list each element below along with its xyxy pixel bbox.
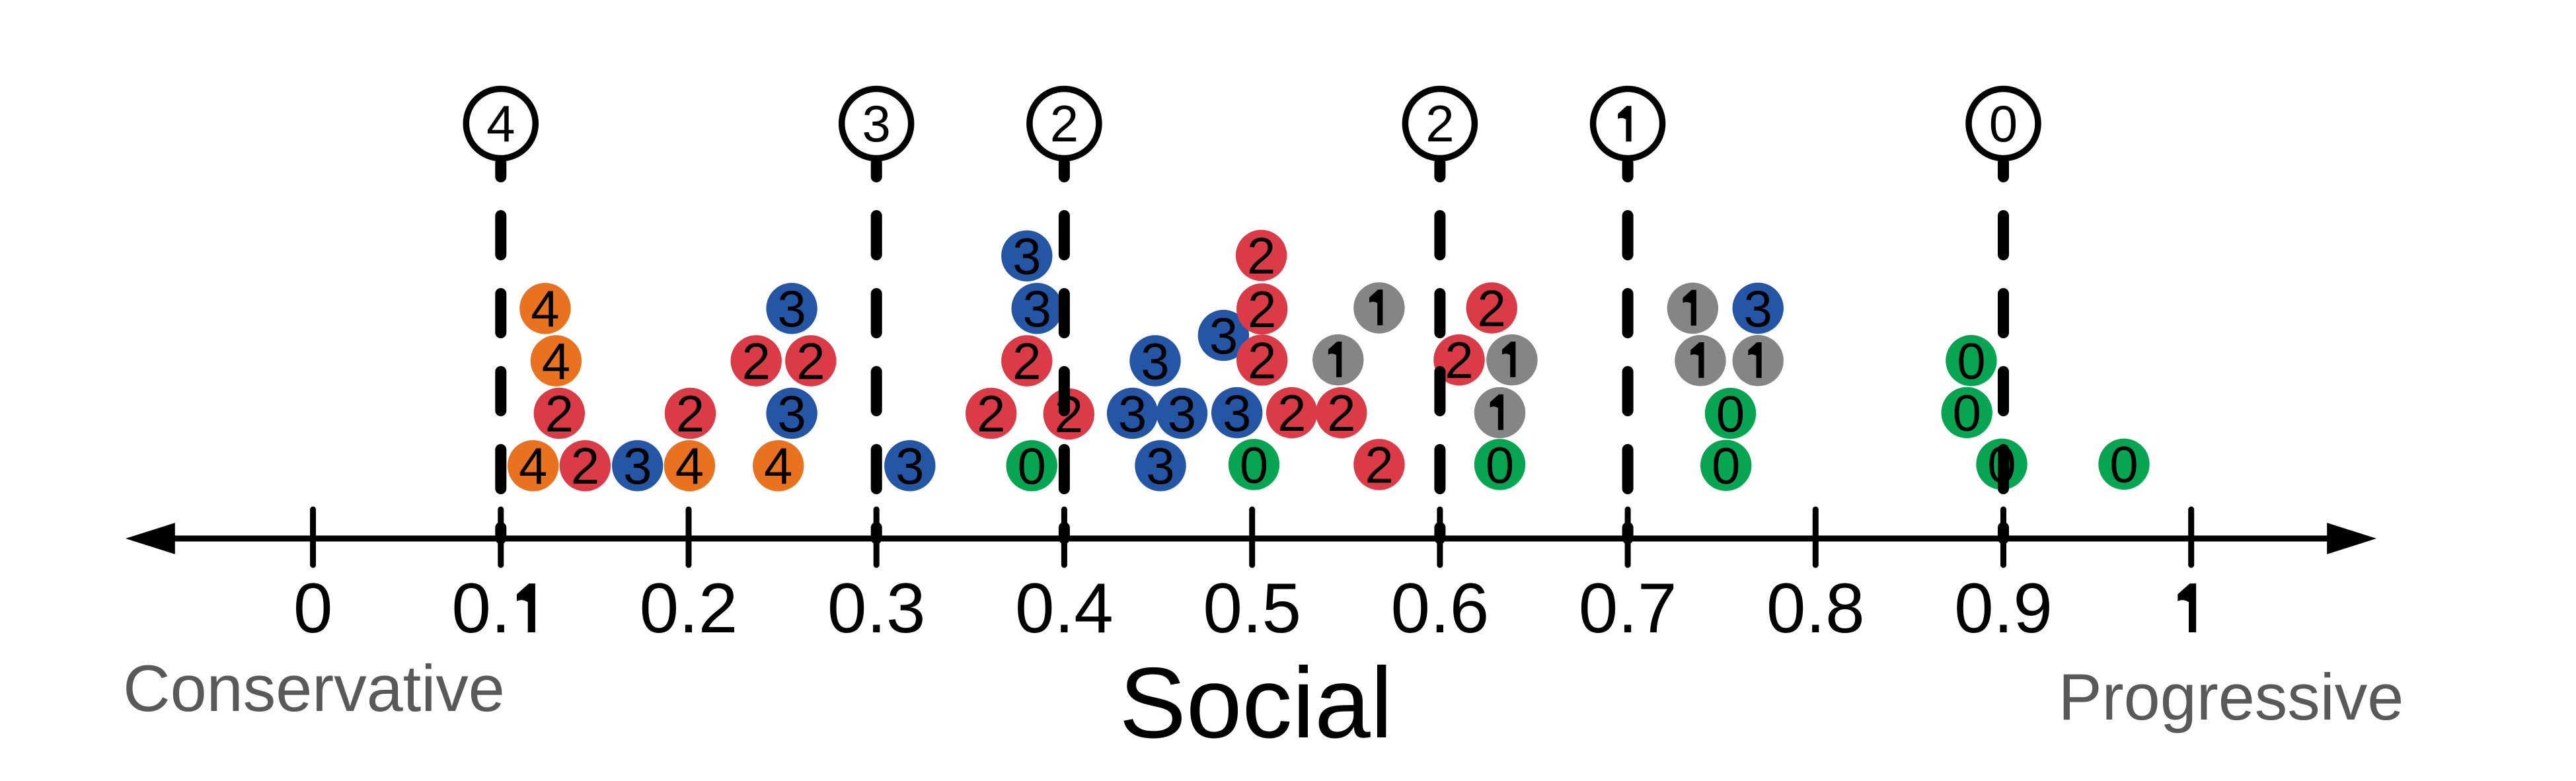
svg-text:3: 3 <box>1223 384 1251 442</box>
svg-text:2: 2 <box>1050 94 1079 153</box>
svg-text:0: 0 <box>1018 437 1046 495</box>
svg-text:4: 4 <box>764 437 792 495</box>
svg-text:4: 4 <box>542 332 570 390</box>
svg-text:0: 0 <box>2109 435 2138 494</box>
svg-text:3: 3 <box>1141 332 1169 390</box>
svg-text:3: 3 <box>1209 307 1238 365</box>
svg-text:2: 2 <box>1327 384 1355 442</box>
svg-text:0.: 0. <box>451 568 510 648</box>
svg-text:0: 0 <box>1957 332 1985 390</box>
svg-text:0: 0 <box>293 568 333 648</box>
svg-text:0.5: 0.5 <box>1203 568 1301 648</box>
svg-text:0.8: 0.8 <box>1766 568 1865 648</box>
svg-text:2: 2 <box>977 385 1005 443</box>
svg-text:3: 3 <box>1146 437 1174 495</box>
svg-text:2: 2 <box>1365 435 1393 494</box>
svg-text:3: 3 <box>895 437 924 495</box>
svg-text:0.3: 0.3 <box>827 568 926 648</box>
svg-text:2: 2 <box>796 332 825 390</box>
svg-text:2: 2 <box>1247 227 1275 285</box>
svg-text:0: 0 <box>1989 94 2018 153</box>
svg-text:2: 2 <box>545 385 574 443</box>
svg-text:2: 2 <box>1478 279 1506 337</box>
svg-text:3: 3 <box>1744 279 1772 338</box>
svg-text:0.2: 0.2 <box>640 568 738 648</box>
svg-text:2: 2 <box>1248 280 1276 338</box>
svg-text:2: 2 <box>1277 384 1306 442</box>
svg-text:3: 3 <box>1118 385 1147 443</box>
svg-text:3: 3 <box>862 94 891 153</box>
svg-text:3: 3 <box>1168 385 1196 443</box>
svg-text:3: 3 <box>623 437 652 495</box>
svg-text:0.4: 0.4 <box>1015 568 1114 648</box>
svg-text:0: 0 <box>1953 384 1981 442</box>
svg-text:3: 3 <box>777 279 806 338</box>
svg-text:2: 2 <box>571 437 599 495</box>
svg-text:Social: Social <box>1119 647 1393 759</box>
svg-text:2: 2 <box>1445 331 1473 389</box>
svg-text:4: 4 <box>531 279 559 338</box>
svg-text:3: 3 <box>1023 279 1051 338</box>
svg-text:2: 2 <box>742 332 771 390</box>
svg-text:0.9: 0.9 <box>1954 568 2053 648</box>
svg-text:2: 2 <box>676 385 704 443</box>
svg-text:0: 0 <box>1716 385 1745 443</box>
svg-text:0: 0 <box>1486 435 1514 494</box>
svg-text:4: 4 <box>486 94 515 153</box>
svg-text:2: 2 <box>1012 332 1041 390</box>
svg-text:4: 4 <box>519 437 547 495</box>
svg-text:Progressive: Progressive <box>2059 660 2404 733</box>
svg-text:0.7: 0.7 <box>1579 568 1677 648</box>
svg-text:0: 0 <box>1712 437 1740 495</box>
svg-text:3: 3 <box>1012 227 1041 285</box>
svg-text:4: 4 <box>675 437 704 495</box>
svg-text:2: 2 <box>1425 94 1454 153</box>
svg-text:Conservative: Conservative <box>123 651 505 725</box>
svg-text:3: 3 <box>777 385 806 443</box>
svg-text:2: 2 <box>1248 331 1276 389</box>
svg-text:0.6: 0.6 <box>1391 568 1490 648</box>
svg-text:0: 0 <box>1240 435 1268 494</box>
